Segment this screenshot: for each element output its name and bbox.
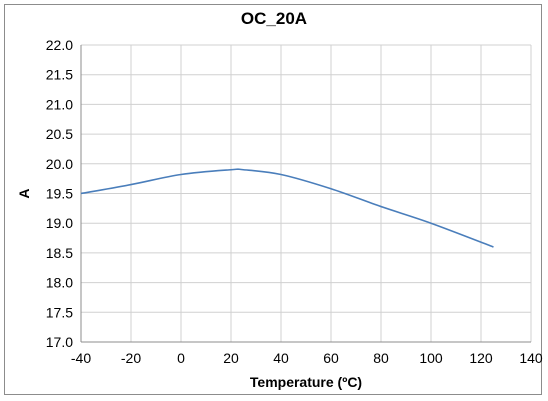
y-tick-label: 18.5	[46, 245, 73, 261]
y-tick-label: 17.0	[46, 334, 73, 350]
chart-title: OC_20A	[240, 9, 308, 28]
x-tick-label: 100	[419, 350, 443, 366]
x-tick-label: -40	[71, 350, 91, 366]
x-tick-label: -20	[121, 350, 141, 366]
x-tick-label: 140	[519, 350, 543, 366]
y-axis-label: A	[16, 188, 32, 198]
x-tick-label: 60	[323, 350, 339, 366]
y-tick-labels: 17.0 17.5 18.0 18.5 19.0 19.5 20.0 20.5 21.0 21.5…	[46, 37, 73, 350]
y-tick-label: 17.5	[46, 304, 73, 320]
x-tick-label: 40	[273, 350, 289, 366]
x-tick-label: 20	[223, 350, 239, 366]
y-tick-label: 21.0	[46, 96, 73, 112]
y-tick-label: 22.0	[46, 37, 73, 53]
chart-frame	[4, 4, 542, 395]
y-tick-label: 20.5	[46, 126, 73, 142]
y-tick-label: 18.0	[46, 275, 73, 291]
grid-lines	[80, 44, 532, 343]
y-tick-label: 21.5	[46, 67, 73, 83]
y-tick-label: 19.0	[46, 215, 73, 231]
y-tick-label: 19.5	[46, 186, 73, 202]
y-tick-label: 20.0	[46, 156, 73, 172]
x-tick-label: 80	[373, 350, 389, 366]
x-tick-label: 120	[469, 350, 493, 366]
x-tick-label: 0	[177, 350, 185, 366]
x-tick-labels: -40 -20 0 20 40 60 80 100 120 140	[71, 350, 543, 366]
series-group	[80, 168, 494, 248]
x-axis-label: Temperature (ºC)	[250, 374, 362, 390]
series-line	[80, 168, 494, 248]
